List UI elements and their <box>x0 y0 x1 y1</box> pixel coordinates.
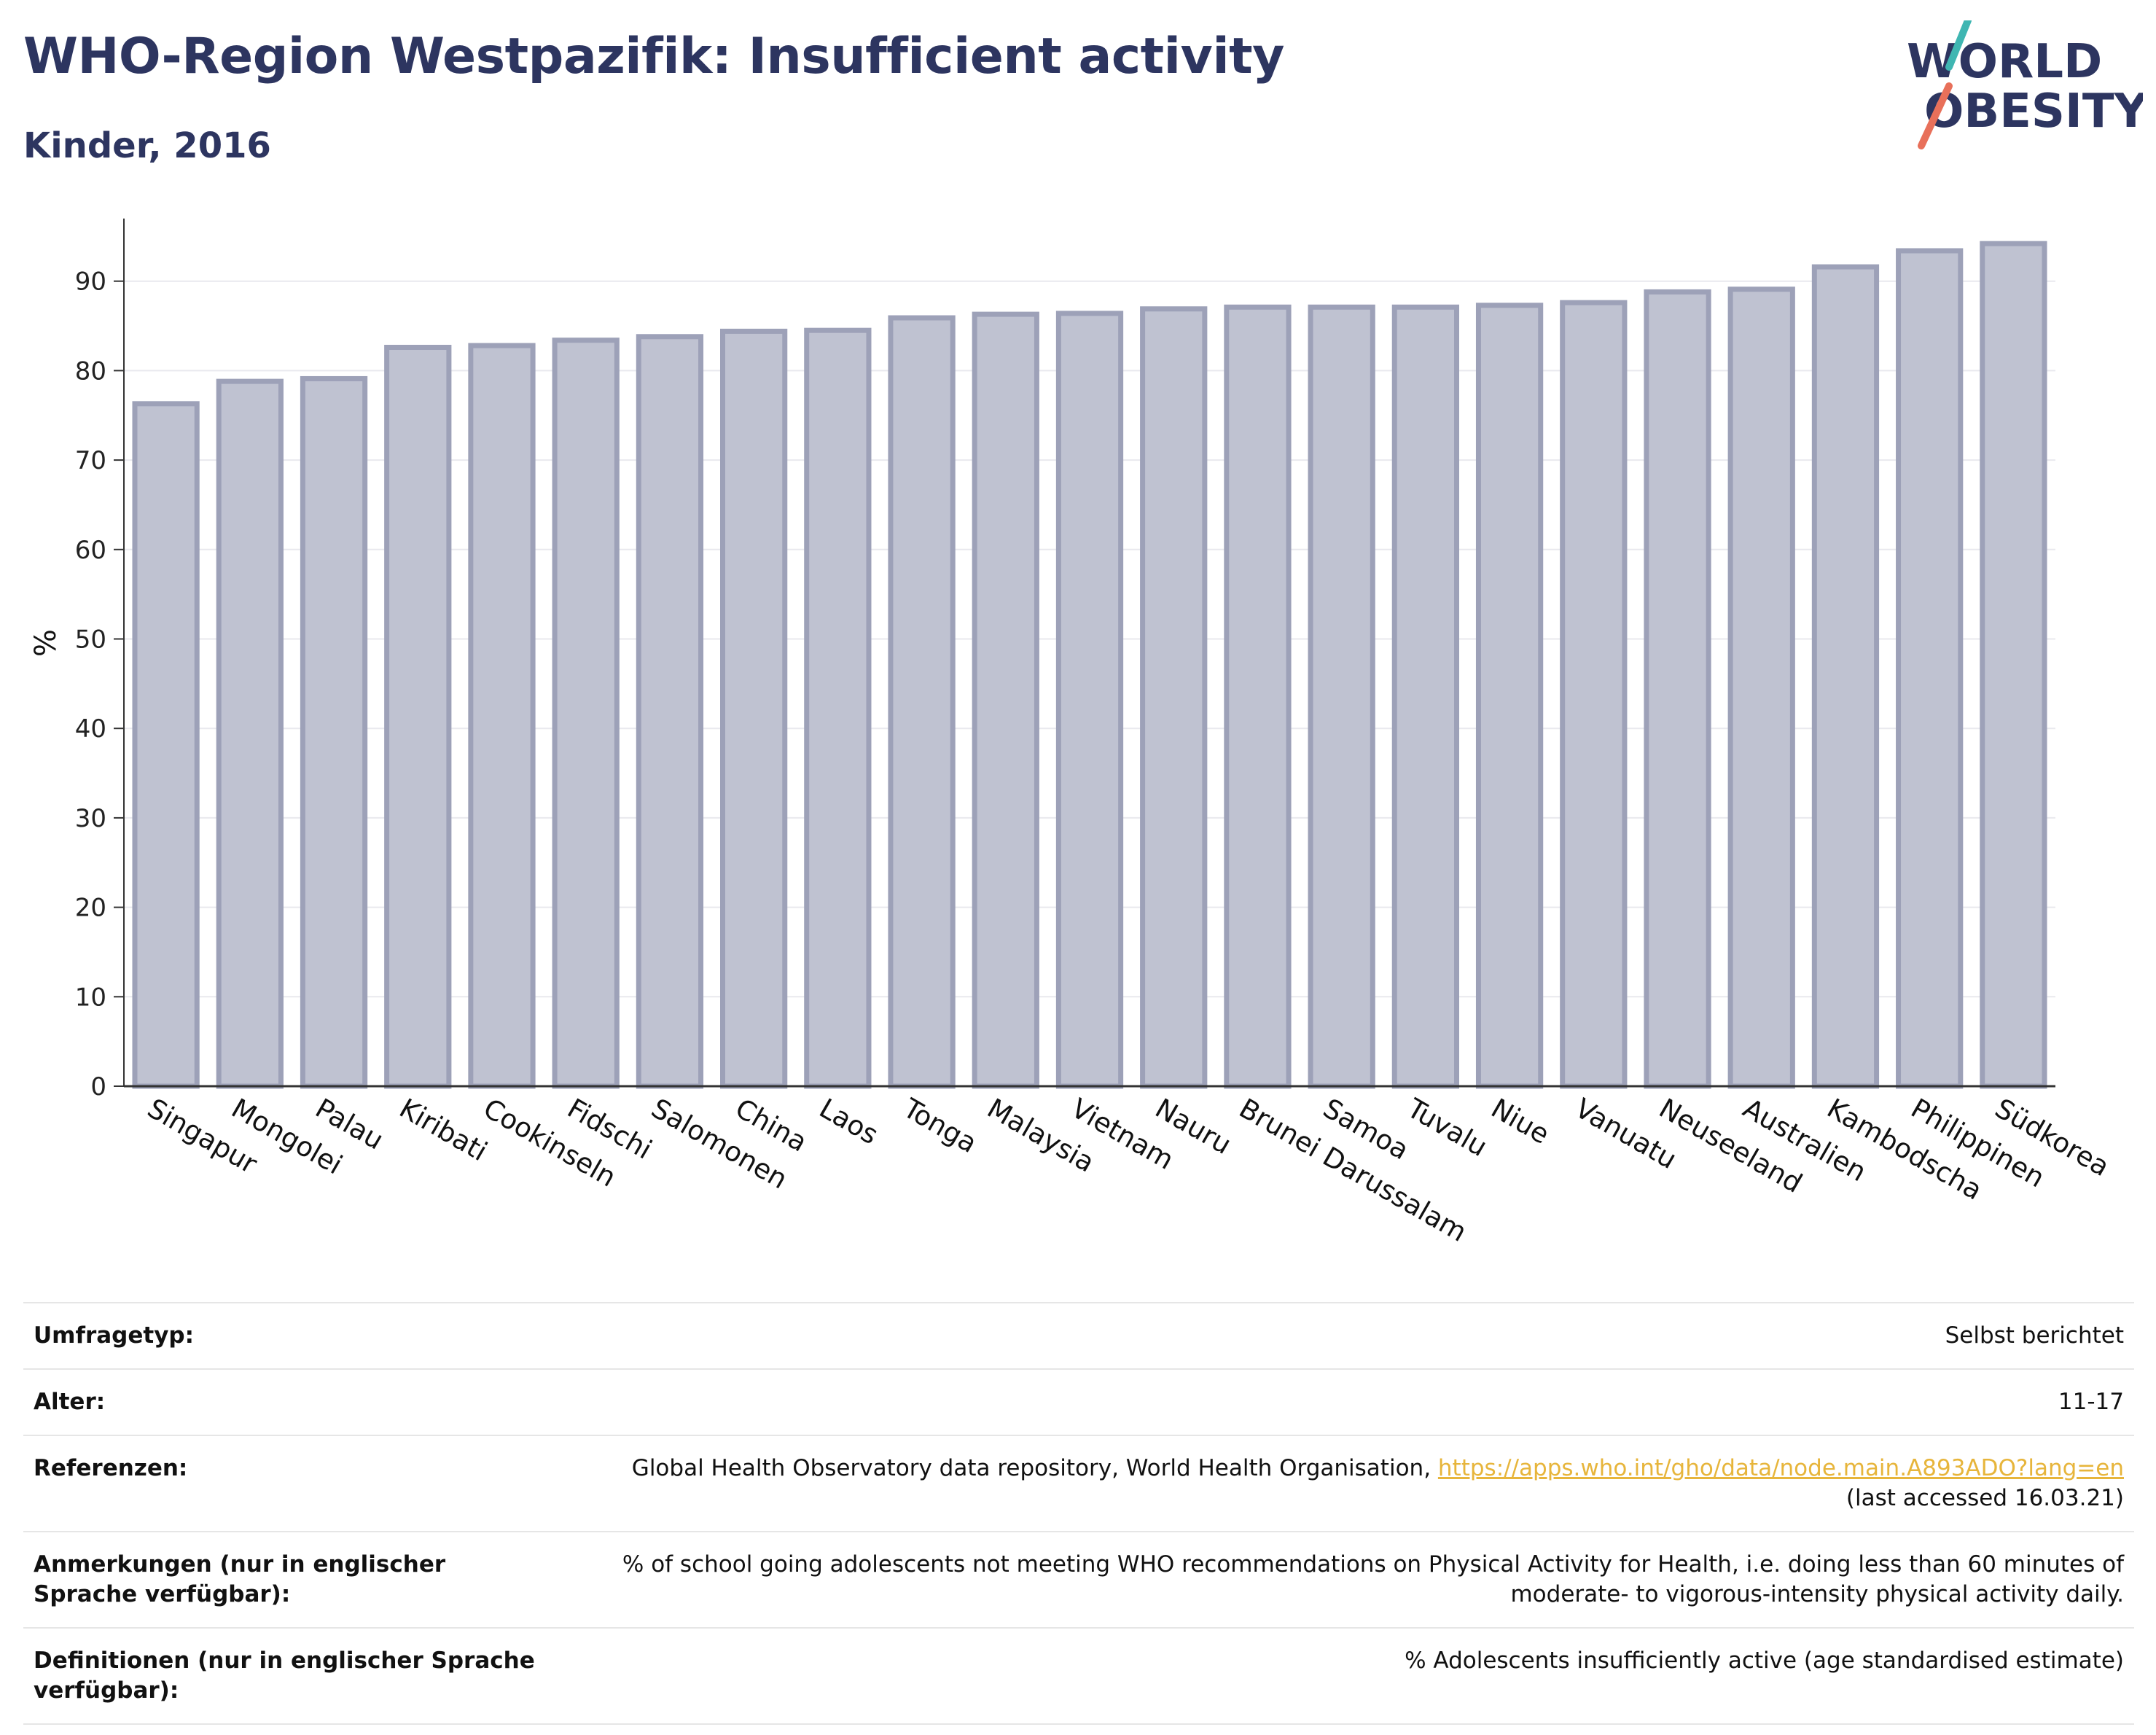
bar <box>1560 300 1628 1089</box>
bar-chart: 0 10 20 30 40 50 60 70 80 90 SingapurMongoleiPala… <box>29 218 2114 1248</box>
x-tick-label: Tonga <box>897 1092 982 1159</box>
bar <box>216 378 284 1089</box>
info-label: Alter: <box>23 1368 554 1435</box>
reference-link[interactable]: https://apps.who.int/gho/data/node.main.… <box>1437 1455 2124 1481</box>
info-label: Anmerkungen (nur in englischer Sprache v… <box>23 1531 554 1628</box>
logo-slash-coral <box>1918 82 1953 149</box>
bar <box>972 311 1039 1089</box>
reference-accessed: (last accessed 16.03.21) <box>1846 1485 2124 1511</box>
y-tick-label: 70 <box>75 446 106 475</box>
bar <box>1224 304 1292 1089</box>
chart-title: WHO-Region Westpazifik: Insufficient act… <box>23 28 1284 85</box>
bar <box>1811 264 1880 1089</box>
bar <box>384 344 452 1089</box>
bar <box>720 328 788 1089</box>
x-tick-label: Laos <box>814 1093 883 1151</box>
info-value: Global Health Observatory data repositor… <box>554 1435 2134 1532</box>
y-tick-label: 90 <box>75 268 106 297</box>
logo-word-1: WORLD <box>1907 35 2102 89</box>
y-axis-title: % <box>29 629 63 657</box>
info-value: % Adolescents insufficiently active (age… <box>554 1627 2134 1725</box>
info-label: Referenzen: <box>23 1435 554 1532</box>
bar <box>636 334 704 1089</box>
bar <box>1055 311 1124 1089</box>
info-row-definitions: Definitionen (nur in englischer Sprache … <box>23 1627 2134 1725</box>
y-tick-label: 60 <box>75 536 106 565</box>
world-obesity-logo: WORLD OBESITY <box>1907 20 2143 149</box>
chart-subtitle: Kinder, 2016 <box>23 125 271 166</box>
bars <box>132 241 2047 1089</box>
y-tick-label: 80 <box>75 356 106 386</box>
y-tick-label: 10 <box>75 983 106 1012</box>
y-tick-label: 0 <box>90 1072 106 1102</box>
info-row-references: Referenzen: Global Health Observatory da… <box>23 1435 2134 1532</box>
bar <box>300 375 368 1089</box>
x-tick-label: Kiribati <box>394 1093 493 1168</box>
bar <box>1140 306 1208 1089</box>
bar <box>888 315 956 1089</box>
bar <box>1644 289 1711 1089</box>
bar <box>1727 286 1795 1089</box>
info-value: % of school going adolescents not meetin… <box>554 1531 2134 1628</box>
bar <box>1475 303 1544 1089</box>
axes <box>123 218 2055 1088</box>
info-label: Umfragetyp: <box>23 1302 554 1369</box>
bar <box>1391 304 1460 1089</box>
info-row-survey-type: Umfragetyp: Selbst berichtet <box>23 1302 2134 1369</box>
y-tick-labels: 0 10 20 30 40 50 60 70 80 90 <box>75 268 124 1102</box>
bar <box>552 338 620 1089</box>
x-tick-label: Tuvalu <box>1402 1092 1493 1163</box>
info-row-notes: Anmerkungen (nur in englischer Sprache v… <box>23 1531 2134 1628</box>
bar <box>468 343 536 1089</box>
y-tick-label: 50 <box>75 625 106 655</box>
info-label: Definitionen (nur in englischer Sprache … <box>23 1627 554 1725</box>
x-tick-label: Niue <box>1486 1093 1555 1150</box>
y-tick-label: 40 <box>75 714 106 744</box>
bar <box>1980 241 2047 1089</box>
bar <box>1896 248 1964 1089</box>
info-value: Selbst berichtet <box>554 1302 2134 1369</box>
bar <box>132 401 200 1089</box>
info-row-age: Alter: 11-17 <box>23 1368 2134 1435</box>
bar <box>1308 304 1375 1089</box>
reference-text: Global Health Observatory data repositor… <box>631 1455 1438 1481</box>
y-tick-label: 30 <box>75 804 106 833</box>
bar <box>804 327 872 1089</box>
info-table: Umfragetyp: Selbst berichtet Alter: 11-1… <box>23 1302 2134 1725</box>
y-tick-label: 20 <box>75 894 106 923</box>
logo-slash-teal <box>1945 20 1972 71</box>
info-value: 11-17 <box>554 1368 2134 1435</box>
logo-word-2: OBESITY <box>1924 85 2143 139</box>
